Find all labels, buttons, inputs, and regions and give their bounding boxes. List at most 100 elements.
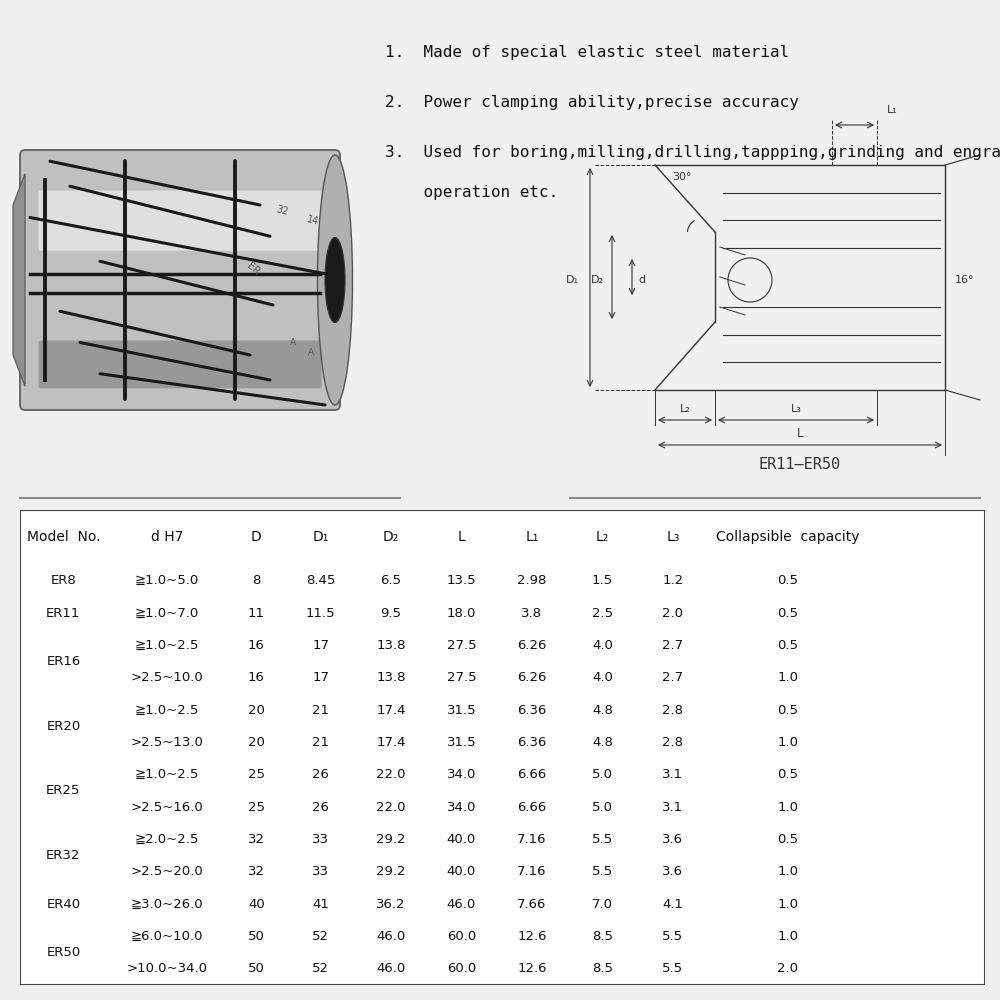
Text: 50: 50 — [248, 930, 265, 943]
Text: 33: 33 — [312, 833, 329, 846]
Text: 52: 52 — [312, 930, 329, 943]
Text: 9.5: 9.5 — [381, 607, 402, 620]
Text: 1.  Made of special elastic steel material: 1. Made of special elastic steel materia… — [385, 45, 789, 60]
Text: 36.2: 36.2 — [376, 898, 406, 911]
Text: 1.0: 1.0 — [777, 930, 798, 943]
Text: 1.0: 1.0 — [777, 671, 798, 684]
Text: 4.0: 4.0 — [592, 639, 613, 652]
FancyBboxPatch shape — [38, 190, 322, 251]
Text: 4.8: 4.8 — [592, 736, 613, 749]
Text: 2.0: 2.0 — [662, 607, 683, 620]
Text: 3.  Used for boring,milling,drilling,tappping,grinding and engraving: 3. Used for boring,milling,drilling,tapp… — [385, 145, 1000, 160]
Text: 2.7: 2.7 — [662, 639, 683, 652]
Text: 41: 41 — [312, 898, 329, 911]
Text: 21: 21 — [312, 736, 329, 749]
Text: 6.66: 6.66 — [517, 801, 547, 814]
Text: ER20: ER20 — [46, 720, 81, 733]
Text: d H7: d H7 — [151, 530, 183, 544]
Text: 11: 11 — [248, 607, 265, 620]
Text: 5.5: 5.5 — [662, 962, 683, 975]
Text: 46.0: 46.0 — [376, 930, 406, 943]
Text: 20: 20 — [248, 704, 265, 717]
Text: 27.5: 27.5 — [447, 671, 476, 684]
Text: 30°: 30° — [672, 172, 692, 182]
Text: ER32: ER32 — [46, 849, 81, 862]
Text: L₃: L₃ — [666, 530, 680, 544]
Text: 50: 50 — [248, 962, 265, 975]
Text: 6.36: 6.36 — [517, 704, 547, 717]
Text: 60.0: 60.0 — [447, 962, 476, 975]
Text: 1.0: 1.0 — [777, 801, 798, 814]
Text: 5.5: 5.5 — [592, 865, 613, 878]
Text: 2.98: 2.98 — [517, 574, 547, 587]
Text: 6.5: 6.5 — [381, 574, 402, 587]
Text: A: A — [290, 338, 296, 347]
Text: 1.2: 1.2 — [662, 574, 683, 587]
Text: 6.66: 6.66 — [517, 768, 547, 781]
Text: 22.0: 22.0 — [376, 768, 406, 781]
Text: 17: 17 — [312, 639, 329, 652]
Text: 25: 25 — [248, 801, 265, 814]
Text: ≧1.0~2.5: ≧1.0~2.5 — [135, 639, 199, 652]
Text: 16: 16 — [248, 671, 265, 684]
Text: 40: 40 — [248, 898, 265, 911]
Text: ER11–ER50: ER11–ER50 — [759, 457, 841, 472]
Text: d: d — [638, 275, 646, 285]
Text: 8.5: 8.5 — [592, 930, 613, 943]
Text: 32: 32 — [248, 865, 265, 878]
Text: 29.2: 29.2 — [376, 833, 406, 846]
Text: 27.5: 27.5 — [447, 639, 476, 652]
Text: 6.26: 6.26 — [517, 671, 547, 684]
Text: D₂: D₂ — [383, 530, 399, 544]
Text: >2.5~10.0: >2.5~10.0 — [131, 671, 204, 684]
FancyBboxPatch shape — [20, 150, 340, 410]
Text: 4.0: 4.0 — [592, 671, 613, 684]
Text: 16: 16 — [248, 639, 265, 652]
Text: 16°: 16° — [955, 275, 975, 285]
Text: 34.0: 34.0 — [447, 768, 476, 781]
Text: L: L — [458, 530, 465, 544]
Text: ER8: ER8 — [51, 574, 76, 587]
Text: 12.6: 12.6 — [517, 930, 547, 943]
Text: ≧1.0~7.0: ≧1.0~7.0 — [135, 607, 199, 620]
Text: 2.0: 2.0 — [777, 962, 798, 975]
Text: 6.36: 6.36 — [517, 736, 547, 749]
Text: 2.8: 2.8 — [662, 736, 683, 749]
Polygon shape — [13, 174, 25, 386]
Text: 46.0: 46.0 — [447, 898, 476, 911]
Text: A: A — [308, 348, 314, 357]
Text: 40.0: 40.0 — [447, 865, 476, 878]
Text: 2.7: 2.7 — [662, 671, 683, 684]
Text: ≧3.0~26.0: ≧3.0~26.0 — [131, 898, 203, 911]
Text: Model  No.: Model No. — [27, 530, 100, 544]
Text: 26: 26 — [312, 801, 329, 814]
Text: 3.8: 3.8 — [521, 607, 542, 620]
Text: ER40: ER40 — [46, 898, 80, 911]
Text: 60.0: 60.0 — [447, 930, 476, 943]
Text: 8.5: 8.5 — [592, 962, 613, 975]
Text: 22.0: 22.0 — [376, 801, 406, 814]
Text: 4.8: 4.8 — [592, 704, 613, 717]
Text: 17: 17 — [312, 671, 329, 684]
Text: >10.0~34.0: >10.0~34.0 — [127, 962, 208, 975]
Text: 26: 26 — [312, 768, 329, 781]
Text: 7.16: 7.16 — [517, 865, 547, 878]
Ellipse shape — [325, 237, 345, 322]
Text: 5.0: 5.0 — [592, 768, 613, 781]
Text: 0.5: 0.5 — [777, 639, 798, 652]
Text: 12.6: 12.6 — [517, 962, 547, 975]
Text: 0.5: 0.5 — [777, 768, 798, 781]
Text: 40.0: 40.0 — [447, 833, 476, 846]
Text: D₁: D₁ — [566, 275, 579, 285]
Text: 14: 14 — [305, 214, 319, 227]
Text: L₃: L₃ — [791, 404, 801, 414]
Text: 0.5: 0.5 — [777, 607, 798, 620]
Text: ≧2.0~2.5: ≧2.0~2.5 — [135, 833, 199, 846]
Text: 6.26: 6.26 — [517, 639, 547, 652]
Text: 13.8: 13.8 — [376, 639, 406, 652]
Text: >2.5~20.0: >2.5~20.0 — [131, 865, 204, 878]
Text: 17.4: 17.4 — [376, 736, 406, 749]
Text: 0.5: 0.5 — [777, 833, 798, 846]
Text: 4.1: 4.1 — [662, 898, 683, 911]
Text: 21: 21 — [312, 704, 329, 717]
